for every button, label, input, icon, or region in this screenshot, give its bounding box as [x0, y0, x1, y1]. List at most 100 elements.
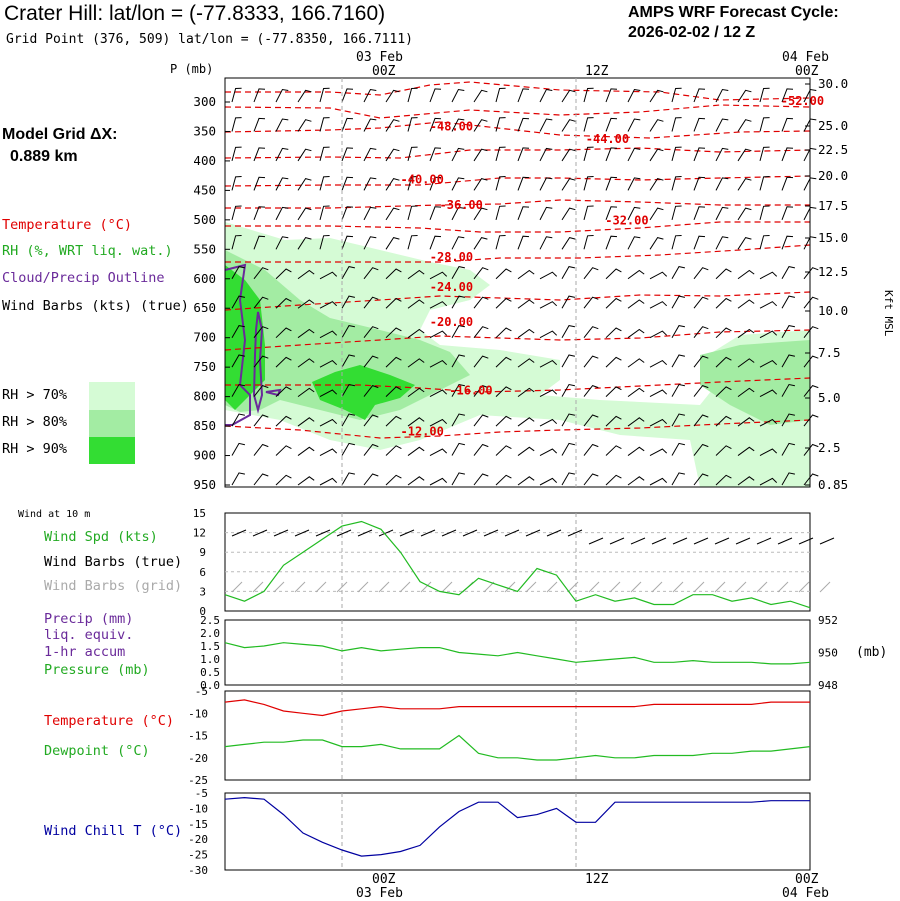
wind-barb [649, 119, 664, 132]
wind-barb [627, 88, 641, 103]
wind-barb [539, 271, 558, 280]
legend-rh: RH (%, WRT liq. wat.) [2, 243, 173, 259]
wind-barb [319, 477, 338, 486]
isotherm-label: -20.00 [430, 315, 473, 329]
wind-barb [539, 359, 558, 368]
wind-barb [407, 328, 425, 339]
wind-barb-grid [504, 581, 516, 593]
wind-barb [759, 477, 778, 486]
wind-barb [737, 387, 755, 398]
wind-barb [517, 328, 535, 339]
isotherm-label: -16.00 [449, 383, 492, 397]
wind-barb [803, 443, 819, 456]
wind-barb-grid [735, 581, 747, 593]
wind-barb [649, 477, 668, 486]
wind-barb [759, 146, 770, 162]
wind-barb [605, 415, 622, 427]
wind-barb [803, 326, 819, 339]
wind-barb [473, 119, 488, 132]
wind-barb [605, 235, 618, 250]
wind-barb [385, 148, 400, 162]
wind-barb-grid [609, 581, 621, 593]
wind-barb [759, 117, 770, 132]
cloud-outline-2 [252, 311, 264, 414]
wind-barb [649, 448, 668, 456]
rh80-region-2 [700, 340, 810, 425]
wind-barb [693, 326, 709, 339]
wind-barb [385, 386, 402, 397]
isotherm-line [225, 199, 810, 209]
wind-barb [583, 355, 599, 368]
wind-barb [385, 207, 400, 221]
wind-barb [275, 236, 289, 250]
kft-tick-label: 5.0 [818, 390, 841, 405]
cross-section-frame [224, 77, 811, 488]
wind-barb [605, 356, 622, 368]
wind-barb-grid [399, 581, 411, 593]
wind-barb [407, 299, 425, 309]
windchill-tick-label: -5 [195, 787, 208, 800]
kft-tick-label: 0.85 [818, 477, 848, 492]
pressure-tick-label: 948 [818, 679, 838, 692]
kft-tick-label: 30.0 [818, 76, 848, 91]
wind-barb [539, 177, 553, 191]
wind-barb [561, 148, 576, 162]
wind-barbs [231, 87, 819, 486]
wind-tick-label: 0 [199, 605, 206, 618]
wind-barb [341, 176, 354, 191]
p-tick-label: 650 [193, 300, 216, 315]
wind-barb [275, 177, 289, 191]
p-tick-label: 950 [193, 477, 216, 492]
wind-barb [737, 417, 755, 427]
wind-barb [451, 206, 465, 221]
wind-barb [451, 88, 465, 103]
wind-barb [561, 178, 576, 191]
wind-barb [385, 119, 400, 132]
wind-barb [649, 271, 668, 280]
wind10m-label: Wind at 10 m [18, 509, 91, 520]
wind-barb [715, 268, 732, 280]
wind-barb [715, 118, 729, 132]
grid-spacing-label: Model Grid ΔX: [2, 126, 118, 143]
wind-barb-grid [819, 581, 831, 593]
bottom-tick-00z-2: 00Z [795, 872, 819, 887]
wind-barb [495, 327, 512, 339]
isotherm-label: -48.00 [430, 119, 473, 133]
wind-barb-true [441, 529, 457, 537]
wind-barb [253, 385, 269, 397]
wind-barb [605, 117, 618, 132]
wind-barb [693, 443, 709, 456]
wind-barb [517, 358, 535, 368]
wind-barb [319, 418, 338, 427]
wind-barb [517, 387, 535, 398]
wind-barb [495, 445, 512, 456]
wind-barb [297, 207, 312, 221]
wind-barb [649, 148, 664, 162]
legend-pressure: Pressure (mb) [44, 662, 150, 678]
wind-barb [759, 301, 778, 309]
wind-barb [715, 356, 732, 368]
wind-barb [275, 474, 292, 486]
wind-barb [803, 296, 819, 309]
wind-barb [583, 235, 594, 250]
kft-tick-label: 20.0 [818, 168, 848, 183]
wind-barb-true [231, 529, 247, 537]
wind-barb [341, 354, 356, 368]
wind-barb [715, 474, 732, 486]
wind-barb [275, 297, 292, 309]
isotherm-line [224, 121, 811, 139]
wind-barb [341, 325, 355, 338]
wind-barb [649, 330, 668, 339]
wind-barb [583, 296, 599, 309]
wind-barb [297, 299, 315, 309]
wind-barb [297, 89, 312, 103]
wind-barb [385, 89, 400, 103]
wind-barb [605, 474, 622, 486]
wind-barb [429, 359, 448, 368]
wind-barb [693, 88, 706, 103]
wind-speed-line [224, 520, 811, 609]
wind-barb [781, 266, 796, 280]
wind-barb [451, 472, 465, 486]
wind-barb [297, 269, 315, 280]
legend-precip-3: 1-hr accum [44, 644, 126, 660]
